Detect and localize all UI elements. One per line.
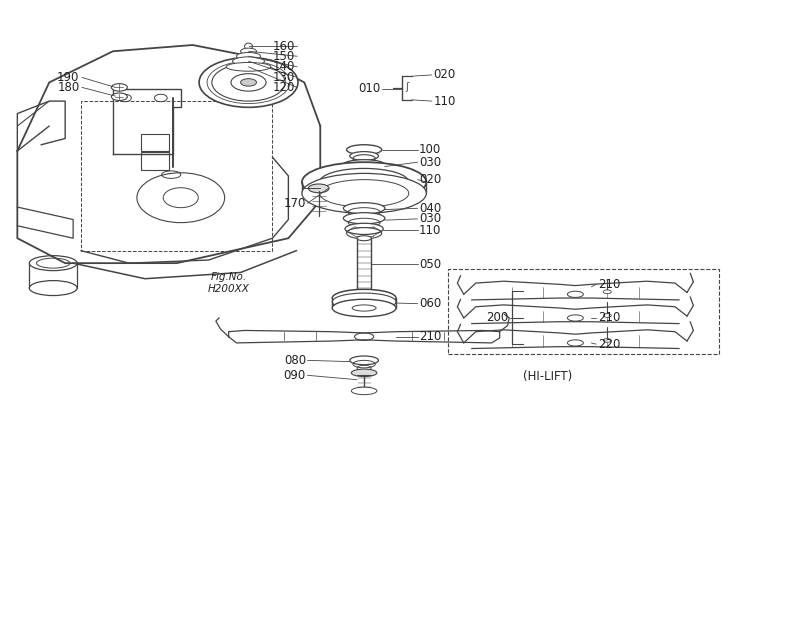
Ellipse shape [343, 160, 385, 170]
Text: 210: 210 [598, 312, 620, 324]
Text: 210: 210 [598, 278, 620, 291]
Text: 050: 050 [419, 258, 442, 271]
Ellipse shape [351, 387, 377, 394]
Text: 100: 100 [419, 143, 442, 156]
Text: 030: 030 [419, 212, 442, 225]
Ellipse shape [111, 93, 127, 101]
Ellipse shape [332, 299, 396, 317]
Text: 020: 020 [419, 173, 442, 186]
Text: 120: 120 [272, 81, 294, 94]
Text: 010: 010 [358, 82, 381, 95]
Bar [141, 133, 169, 151]
Ellipse shape [332, 293, 396, 310]
Ellipse shape [357, 236, 371, 241]
Ellipse shape [212, 64, 285, 101]
Text: 060: 060 [419, 297, 442, 310]
Ellipse shape [237, 53, 261, 60]
Bar [141, 152, 169, 170]
Ellipse shape [241, 48, 257, 54]
Ellipse shape [357, 298, 371, 303]
Text: 200: 200 [486, 312, 509, 324]
Ellipse shape [137, 173, 225, 223]
Ellipse shape [302, 162, 426, 202]
Text: 020: 020 [434, 68, 456, 81]
Ellipse shape [351, 369, 377, 377]
Ellipse shape [245, 43, 253, 49]
Ellipse shape [346, 145, 382, 155]
Text: 220: 220 [598, 337, 620, 351]
Text: 180: 180 [58, 81, 79, 94]
Text: 170: 170 [283, 197, 306, 210]
Text: (HI-LIFT): (HI-LIFT) [523, 371, 572, 383]
Ellipse shape [603, 339, 611, 342]
Ellipse shape [319, 168, 409, 196]
Text: 140: 140 [272, 60, 294, 73]
Text: 210: 210 [419, 330, 442, 343]
Ellipse shape [343, 203, 385, 214]
Ellipse shape [350, 151, 378, 160]
Text: 160: 160 [272, 40, 294, 53]
Ellipse shape [343, 213, 385, 224]
Ellipse shape [241, 79, 257, 86]
Ellipse shape [603, 290, 611, 294]
Text: 110: 110 [434, 95, 456, 108]
Text: 030: 030 [419, 156, 442, 168]
Text: 040: 040 [419, 202, 442, 215]
Ellipse shape [199, 58, 298, 107]
Ellipse shape [345, 223, 383, 235]
Text: ʃ: ʃ [405, 82, 408, 92]
Ellipse shape [233, 57, 265, 66]
Text: 190: 190 [57, 71, 79, 84]
Text: 110: 110 [419, 223, 442, 237]
Ellipse shape [111, 84, 127, 91]
Text: Fig.No.
H200XX: Fig.No. H200XX [208, 272, 250, 294]
Ellipse shape [308, 184, 329, 193]
Ellipse shape [346, 165, 382, 173]
Text: 150: 150 [273, 49, 294, 63]
Text: 080: 080 [284, 354, 306, 367]
Ellipse shape [332, 289, 396, 307]
Ellipse shape [603, 314, 611, 317]
Text: 090: 090 [284, 369, 306, 382]
Ellipse shape [226, 63, 271, 71]
Ellipse shape [302, 173, 426, 213]
Text: 130: 130 [273, 71, 294, 84]
Ellipse shape [350, 356, 378, 365]
